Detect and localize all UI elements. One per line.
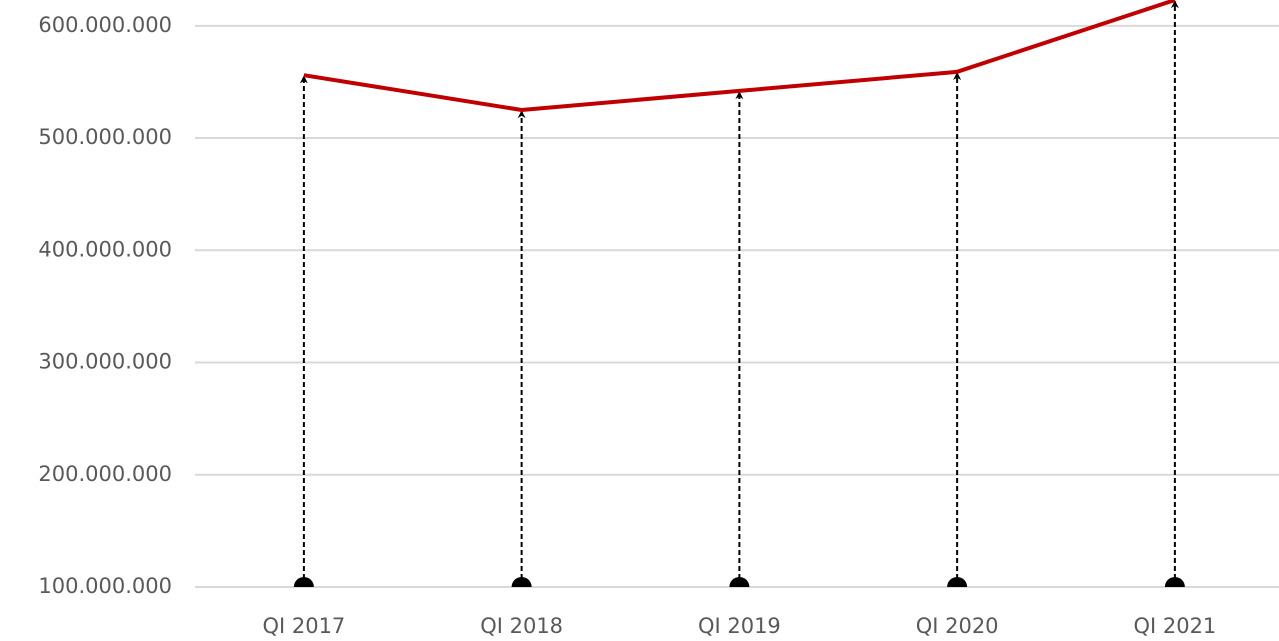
plot-area xyxy=(293,0,1185,587)
y-tick-label: 200.000.000 xyxy=(38,462,172,486)
arrow-base xyxy=(511,577,532,587)
x-tick-label: QI 2020 xyxy=(916,614,999,638)
arrow-base xyxy=(729,577,750,587)
arrow-base xyxy=(293,577,314,587)
arrow-base xyxy=(1164,577,1185,587)
x-tick-label: QI 2021 xyxy=(1133,614,1216,638)
x-tick-label: QI 2019 xyxy=(698,614,781,638)
y-tick-label: 600.000.000 xyxy=(38,13,172,37)
arrow-base xyxy=(947,577,968,587)
y-tick-label: 300.000.000 xyxy=(38,350,172,374)
y-tick-label: 400.000.000 xyxy=(38,237,172,261)
y-tick-label: 500.000.000 xyxy=(38,125,172,149)
x-tick-label: QI 2017 xyxy=(262,614,345,638)
x-tick-label: QI 2018 xyxy=(480,614,563,638)
line xyxy=(303,0,1176,112)
y-tick-label: 100.000.000 xyxy=(38,574,172,598)
